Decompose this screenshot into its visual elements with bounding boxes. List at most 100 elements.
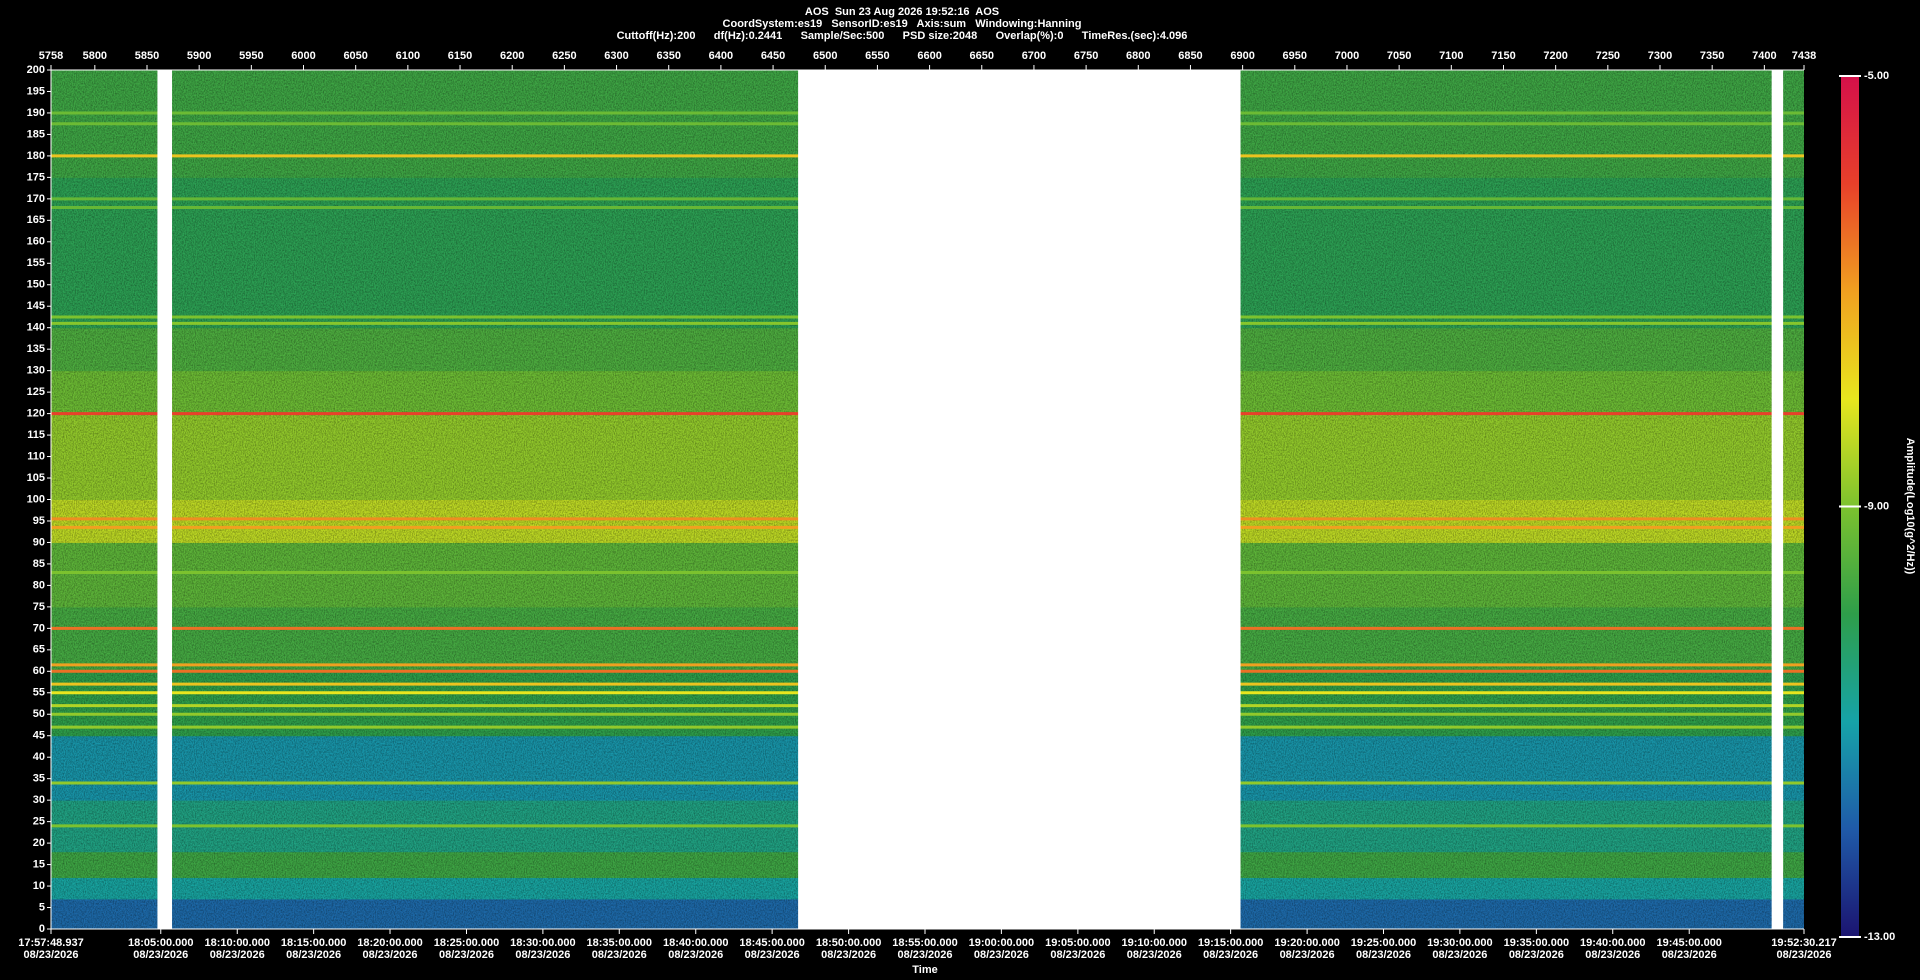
y-tick-label: 180 [27, 150, 45, 162]
y-tick-label: 130 [27, 365, 45, 377]
time-tick-date: 08/23/2026 [1432, 949, 1487, 961]
time-tick-label: 19:15:00.000 [1198, 937, 1263, 949]
time-tick-date: 08/23/2026 [1203, 949, 1258, 961]
x-tick-label: 6500 [813, 50, 837, 62]
time-tick-date: 08/23/2026 [286, 949, 341, 961]
time-tick-label: 18:40:00.000 [663, 937, 728, 949]
x-tick-label: 6750 [1074, 50, 1098, 62]
time-tick-date: 08/23/2026 [1280, 949, 1335, 961]
x-tick-label: 7250 [1596, 50, 1620, 62]
x-tick-label: 6700 [1022, 50, 1046, 62]
time-tick-label: 18:25:00.000 [434, 937, 499, 949]
y-tick-label: 155 [27, 257, 45, 269]
x-tick-label: 7050 [1387, 50, 1411, 62]
time-tick-date: 08/23/2026 [439, 949, 494, 961]
y-tick-label: 125 [27, 386, 45, 398]
time-tick-label: 19:20:00.000 [1274, 937, 1339, 949]
time-tick-label: 18:55:00.000 [892, 937, 957, 949]
colorbar-tick-label: -9.00 [1864, 500, 1889, 512]
time-tick-date: 08/23/2026 [1356, 949, 1411, 961]
x-tick-label: 6000 [291, 50, 315, 62]
x-tick-label: 6150 [448, 50, 472, 62]
y-tick-label: 100 [27, 493, 45, 505]
x-tick-label: 6850 [1178, 50, 1202, 62]
y-tick-label: 165 [27, 214, 45, 226]
y-tick-label: 20 [33, 837, 45, 849]
chart-subtitle: CoordSystem:es19 SensorID:es19 Axis:sum … [723, 18, 1082, 30]
data-gap [157, 70, 173, 929]
y-tick-label: 110 [27, 450, 45, 462]
y-tick-label: 175 [27, 171, 45, 183]
time-tick-date: 08/23/2026 [23, 949, 78, 961]
y-tick-label: 135 [27, 343, 45, 355]
time-tick-label: 19:52:30.217 [1771, 937, 1836, 949]
colorbar-label: Amplitude(Log10(g^2/Hz)) [1904, 438, 1916, 575]
time-tick-date: 08/23/2026 [1509, 949, 1564, 961]
time-tick-date: 08/23/2026 [1050, 949, 1105, 961]
x-tick-label: 6650 [970, 50, 994, 62]
time-tick-date: 08/23/2026 [821, 949, 876, 961]
y-tick-label: 60 [33, 665, 45, 677]
time-tick-label: 18:10:00.000 [205, 937, 270, 949]
x-axis-label: Time [912, 964, 937, 976]
y-tick-label: 90 [33, 536, 45, 548]
time-tick-date: 08/23/2026 [1776, 949, 1831, 961]
x-tick-label: 6250 [552, 50, 576, 62]
x-tick-label: 6350 [656, 50, 680, 62]
x-tick-label: 7400 [1752, 50, 1776, 62]
time-tick-label: 18:05:00.000 [128, 937, 193, 949]
x-tick-label: 7000 [1335, 50, 1359, 62]
time-tick-date: 08/23/2026 [210, 949, 265, 961]
x-tick-label: 5800 [83, 50, 107, 62]
y-tick-label: 85 [33, 558, 45, 570]
colorbar-tick-label: -13.00 [1864, 931, 1895, 943]
time-tick-label: 18:15:00.000 [281, 937, 346, 949]
x-tick-label: 7300 [1648, 50, 1672, 62]
y-tick-label: 120 [27, 408, 45, 420]
y-tick-label: 40 [33, 751, 45, 763]
time-tick-date: 08/23/2026 [133, 949, 188, 961]
time-tick-label: 18:45:00.000 [739, 937, 804, 949]
x-tick-label: 7150 [1491, 50, 1515, 62]
y-tick-label: 30 [33, 794, 45, 806]
plot-area [51, 70, 1804, 929]
time-tick-date: 08/23/2026 [745, 949, 800, 961]
time-tick-label: 19:30:00.000 [1427, 937, 1492, 949]
x-tick-label: 7350 [1700, 50, 1724, 62]
x-tick-label: 7438 [1792, 50, 1816, 62]
time-tick-date: 08/23/2026 [897, 949, 952, 961]
x-tick-label: 6200 [500, 50, 524, 62]
y-tick-label: 25 [33, 816, 45, 828]
y-tick-label: 35 [33, 773, 45, 785]
time-tick-label: 18:50:00.000 [816, 937, 881, 949]
y-tick-label: 10 [33, 880, 45, 892]
y-tick-label: 50 [33, 708, 45, 720]
x-tick-label: 6400 [709, 50, 733, 62]
x-tick-label: 6800 [1126, 50, 1150, 62]
x-tick-label: 6900 [1230, 50, 1254, 62]
y-tick-label: 105 [27, 472, 45, 484]
time-tick-label: 17:57:48.937 [18, 937, 83, 949]
data-gap [798, 70, 1241, 929]
x-tick-label: 6600 [917, 50, 941, 62]
y-tick-label: 195 [27, 85, 45, 97]
time-tick-date: 08/23/2026 [592, 949, 647, 961]
y-tick-label: 95 [33, 515, 45, 527]
y-tick-label: 115 [27, 429, 45, 441]
time-tick-label: 19:05:00.000 [1045, 937, 1110, 949]
time-tick-date: 08/23/2026 [362, 949, 417, 961]
time-tick-label: 18:20:00.000 [357, 937, 422, 949]
time-tick-date: 08/23/2026 [974, 949, 1029, 961]
time-tick-date: 08/23/2026 [668, 949, 723, 961]
x-tick-label: 5758 [39, 50, 63, 62]
y-tick-label: 150 [27, 279, 45, 291]
colorbar-tick-label: -5.00 [1864, 70, 1889, 82]
time-tick-label: 19:10:00.000 [1122, 937, 1187, 949]
x-tick-label: 7100 [1439, 50, 1463, 62]
x-tick-label: 5900 [187, 50, 211, 62]
y-tick-label: 190 [27, 107, 45, 119]
x-tick-label: 7200 [1543, 50, 1567, 62]
x-tick-label: 6050 [343, 50, 367, 62]
time-tick-label: 19:25:00.000 [1351, 937, 1416, 949]
